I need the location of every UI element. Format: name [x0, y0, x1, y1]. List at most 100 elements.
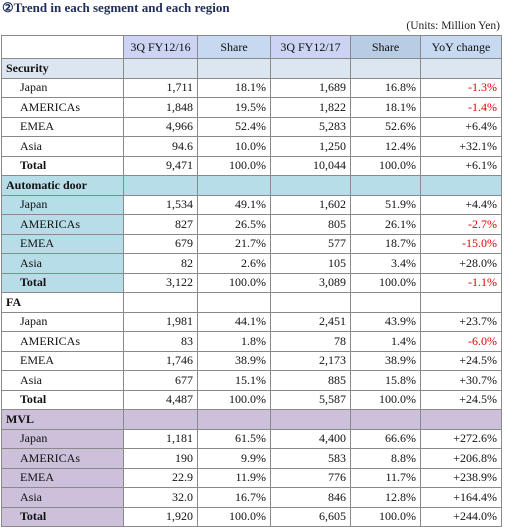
value-cell: 100.0%	[350, 506, 421, 527]
value-cell: +4.4%	[420, 194, 502, 215]
header-cell: Share	[350, 35, 421, 59]
data-row: Japan 1,181 61.5% 4,400 66.6% +272.6%	[1, 428, 502, 449]
value-cell: 49.1%	[197, 194, 271, 215]
region-label: AMERICAs	[1, 97, 124, 118]
value-cell: 94.6	[123, 136, 198, 157]
value-cell: 26.5%	[197, 214, 271, 235]
value-cell: +6.4%	[420, 116, 502, 137]
value-cell: 583	[270, 448, 351, 469]
value-cell: 10,044	[270, 155, 351, 176]
empty-cell	[350, 409, 421, 430]
value-cell: 679	[123, 233, 198, 254]
value-cell: 66.6%	[350, 428, 421, 449]
empty-cell	[350, 175, 421, 196]
value-cell: 51.9%	[350, 194, 421, 215]
value-cell: -6.0%	[420, 331, 502, 352]
data-row: Asia 82 2.6% 105 3.4% +28.0%	[1, 253, 502, 274]
region-label: EMEA	[1, 350, 124, 371]
region-label: EMEA	[1, 116, 124, 137]
segment-name: MVL	[1, 409, 124, 430]
region-label: AMERICAs	[1, 214, 124, 235]
value-cell: 1,746	[123, 350, 198, 371]
region-label: Total	[1, 389, 124, 410]
data-row: EMEA 679 21.7% 577 18.7% -15.0%	[1, 233, 502, 254]
value-cell: 5,283	[270, 116, 351, 137]
data-row: Total 3,122 100.0% 3,089 100.0% -1.1%	[1, 272, 502, 293]
data-row: EMEA 4,966 52.4% 5,283 52.6% +6.4%	[1, 116, 502, 137]
empty-cell	[420, 58, 502, 79]
region-label: AMERICAs	[1, 331, 124, 352]
value-cell: 3,089	[270, 272, 351, 293]
value-cell: 38.9%	[197, 350, 271, 371]
value-cell: 5,587	[270, 389, 351, 410]
value-cell: 577	[270, 233, 351, 254]
region-label: Japan	[1, 194, 124, 215]
value-cell: 6,605	[270, 506, 351, 527]
data-row: Asia 32.0 16.7% 846 12.8% +164.4%	[1, 487, 502, 508]
segment-row: MVL	[1, 409, 502, 430]
empty-cell	[123, 175, 198, 196]
value-cell: 11.7%	[350, 467, 421, 488]
value-cell: -1.3%	[420, 77, 502, 98]
value-cell: 52.6%	[350, 116, 421, 137]
value-cell: +244.0%	[420, 506, 502, 527]
value-cell: 1,822	[270, 97, 351, 118]
empty-cell	[420, 409, 502, 430]
value-cell: -15.0%	[420, 233, 502, 254]
empty-cell	[123, 292, 198, 313]
region-label: Total	[1, 155, 124, 176]
value-cell: 38.9%	[350, 350, 421, 371]
value-cell: -2.7%	[420, 214, 502, 235]
region-label: Japan	[1, 428, 124, 449]
value-cell: 1,981	[123, 311, 198, 332]
header-cell: 3Q FY12/17	[270, 35, 351, 59]
value-cell: 15.8%	[350, 370, 421, 391]
value-cell: 16.7%	[197, 487, 271, 508]
value-cell: 18.7%	[350, 233, 421, 254]
value-cell: 1,181	[123, 428, 198, 449]
empty-cell	[197, 175, 271, 196]
value-cell: 677	[123, 370, 198, 391]
value-cell: 100.0%	[197, 272, 271, 293]
value-cell: +164.4%	[420, 487, 502, 508]
data-row: EMEA 1,746 38.9% 2,173 38.9% +24.5%	[1, 350, 502, 371]
region-label: Asia	[1, 370, 124, 391]
empty-cell	[123, 409, 198, 430]
data-row: AMERICAs 827 26.5% 805 26.1% -2.7%	[1, 214, 502, 235]
region-label: EMEA	[1, 467, 124, 488]
value-cell: 100.0%	[197, 506, 271, 527]
value-cell: 1,848	[123, 97, 198, 118]
region-label: EMEA	[1, 233, 124, 254]
value-cell: 16.8%	[350, 77, 421, 98]
value-cell: 1.4%	[350, 331, 421, 352]
value-cell: 4,487	[123, 389, 198, 410]
header-cell: YoY change	[420, 35, 502, 59]
value-cell: +6.1%	[420, 155, 502, 176]
header-cell: 3Q FY12/16	[123, 35, 198, 59]
region-label: Total	[1, 506, 124, 527]
value-cell: 52.4%	[197, 116, 271, 137]
value-cell: -1.1%	[420, 272, 502, 293]
value-cell: 776	[270, 467, 351, 488]
value-cell: +24.5%	[420, 350, 502, 371]
data-row: Asia 677 15.1% 885 15.8% +30.7%	[1, 370, 502, 391]
value-cell: 78	[270, 331, 351, 352]
value-cell: 1.8%	[197, 331, 271, 352]
region-label: Japan	[1, 77, 124, 98]
header-row: 3Q FY12/16 Share 3Q FY12/17 Share YoY change	[1, 35, 502, 59]
value-cell: +238.9%	[420, 467, 502, 488]
empty-cell	[270, 292, 351, 313]
region-label: AMERICAs	[1, 448, 124, 469]
value-cell: 83	[123, 331, 198, 352]
empty-cell	[123, 58, 198, 79]
data-row: AMERICAs 1,848 19.5% 1,822 18.1% -1.4%	[1, 97, 502, 118]
value-cell: 44.1%	[197, 311, 271, 332]
region-label: Japan	[1, 311, 124, 332]
value-cell: 26.1%	[350, 214, 421, 235]
value-cell: 19.5%	[197, 97, 271, 118]
value-cell: +28.0%	[420, 253, 502, 274]
segment-name: FA	[1, 292, 124, 313]
value-cell: 4,400	[270, 428, 351, 449]
value-cell: 105	[270, 253, 351, 274]
value-cell: 12.4%	[350, 136, 421, 157]
